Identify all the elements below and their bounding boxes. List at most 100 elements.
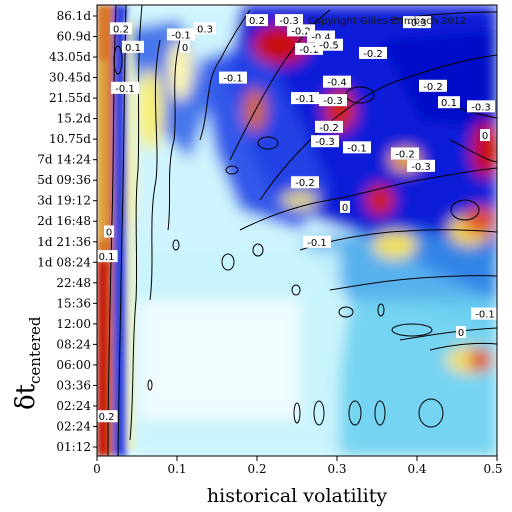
y-tick-label: 1d 21:36 — [37, 235, 91, 249]
contour-label-bg — [480, 129, 490, 142]
contour-label-bg — [467, 100, 495, 113]
contour-label: 0 — [106, 228, 112, 239]
x-axis: 0 0.1 0.2 0.3 0.4 0.5 — [93, 456, 503, 476]
x-tick-label: 0.3 — [327, 462, 346, 476]
contour-label-bg — [359, 46, 387, 59]
y-tick-label: 08:24 — [56, 337, 91, 351]
contour-label: -0.2 — [319, 123, 339, 134]
y-tick-label: 1d 08:24 — [37, 255, 91, 269]
y-tick-label: 22:48 — [56, 276, 91, 290]
contour-label: -0.2 — [395, 150, 415, 161]
y-tick-label: 7d 14:24 — [37, 153, 91, 167]
contour-label-bg — [315, 38, 343, 51]
contour-label-bg — [323, 75, 351, 88]
y-axis: 01:12 02:24 02:24 03:36 06:00 08:24 12:00 15:36… — [37, 9, 97, 454]
heatmap-field: 0.20.10-0.10.10.2-0.10.30-0.10.2 -0.3-0.2… — [97, 5, 497, 456]
contour-label-bg — [438, 96, 460, 109]
contour-label: 0.1 — [99, 252, 115, 263]
y-tick-label: 5d 09:36 — [37, 173, 91, 187]
contour-label-bg — [97, 410, 118, 423]
plot-frame — [96, 4, 498, 457]
contour-label-bg — [471, 307, 497, 320]
y-tick-label: 2d 16:48 — [37, 214, 91, 228]
y-axis-label: δt — [11, 383, 41, 410]
contour-label: -0.2 — [423, 82, 443, 93]
y-tick-label: 12:00 — [56, 317, 91, 331]
contour-label: -0.1 — [475, 310, 495, 321]
contour-label: 0.1 — [441, 98, 457, 109]
contour-label: -0.3 — [411, 162, 431, 173]
contour-label: 0 — [342, 203, 348, 214]
y-tick-label: 15:36 — [56, 296, 91, 310]
contour-label: -0.1 — [223, 74, 243, 85]
y-tick-label: 86.1d — [57, 9, 92, 23]
y-tick-label: 10.75d — [49, 132, 91, 146]
contour-label: 0 — [482, 131, 488, 142]
contour-label-bg — [291, 92, 319, 105]
y-tick-label: 15.2d — [57, 112, 92, 126]
x-tick-label: 0.2 — [247, 462, 266, 476]
contour-label-bg — [167, 28, 195, 41]
contour-label: 0.2 — [249, 16, 265, 27]
contour-label-bg — [104, 225, 114, 238]
contour-label-bg — [110, 22, 132, 35]
contour-label-bg — [343, 141, 371, 154]
contour-lines — [107, 5, 497, 456]
y-axis-title: δt centered — [11, 316, 44, 410]
contour-label: 0.3 — [197, 24, 213, 35]
x-tick-label: 0.1 — [167, 462, 186, 476]
contour-label: 0.2 — [99, 412, 115, 423]
contour-label-bg — [456, 326, 466, 339]
y-tick-label: 60.9d — [57, 30, 92, 44]
copyright-notice: Copyright Gilles Zumbach 2012 — [308, 16, 467, 27]
contour-label-bg — [219, 71, 247, 84]
x-axis-label: historical volatility — [207, 485, 387, 507]
y-tick-label: 30.45d — [49, 71, 91, 85]
contour-label: -0.1 — [347, 143, 367, 154]
y-tick-label: 06:00 — [56, 358, 91, 372]
x-tick-label: 0 — [93, 462, 101, 476]
contour-label-bg — [403, 16, 431, 29]
contour-label-bg — [246, 14, 268, 27]
y-tick-label: 02:24 — [56, 399, 91, 413]
x-tick-label: 0.5 — [483, 462, 502, 476]
contour-labels: 0.20.10-0.10.10.2-0.10.30-0.10.2 -0.3-0.2… — [97, 14, 497, 423]
y-tick-label: 01:12 — [56, 440, 91, 454]
contour-label-bg — [111, 81, 139, 94]
y-tick-label: 43.05d — [49, 50, 91, 64]
contour-label-bg — [419, 79, 447, 92]
contour-label: -0.2 — [291, 26, 311, 37]
contour-label: 0.2 — [113, 24, 129, 35]
contour-label-bg — [319, 94, 347, 107]
contour-label: -0.3 — [315, 137, 335, 148]
contour-label: -0.1 — [171, 30, 191, 41]
contour-label: -0.2 — [295, 178, 315, 189]
contour-label-bg — [315, 120, 343, 133]
contour-label: -0.5 — [319, 41, 339, 52]
y-tick-label: 03:36 — [56, 378, 91, 392]
contour-label-bg — [291, 176, 319, 189]
contour-label-bg — [407, 159, 435, 172]
contour-label: -0.4 — [311, 33, 331, 44]
contour-label-bg — [180, 40, 190, 53]
contour-label: -0.3 — [471, 102, 491, 113]
y-tick-label: 02:24 — [56, 419, 91, 433]
contour-label-bg — [97, 250, 118, 263]
contour-label-bg — [311, 135, 339, 148]
contour-label: -0.2 — [363, 49, 383, 60]
contour-label: -0.1 — [299, 45, 319, 56]
contour-label: -0.1 — [295, 94, 315, 105]
y-axis-label-subscript: centered — [26, 316, 44, 384]
contour-label: -0.3 — [407, 18, 427, 29]
contour-label: -0.1 — [115, 84, 135, 95]
contour-label-bg — [340, 200, 350, 213]
contour-label-bg — [122, 40, 144, 53]
contour-label-bg — [391, 147, 419, 160]
contour-label-bg — [275, 14, 303, 27]
contour-label: 0.1 — [125, 43, 141, 54]
contour-label: -0.4 — [327, 78, 347, 89]
y-tick-label: 21.55d — [49, 91, 91, 105]
contour-label: -0.3 — [279, 16, 299, 27]
contour-label: -0.3 — [323, 96, 343, 107]
